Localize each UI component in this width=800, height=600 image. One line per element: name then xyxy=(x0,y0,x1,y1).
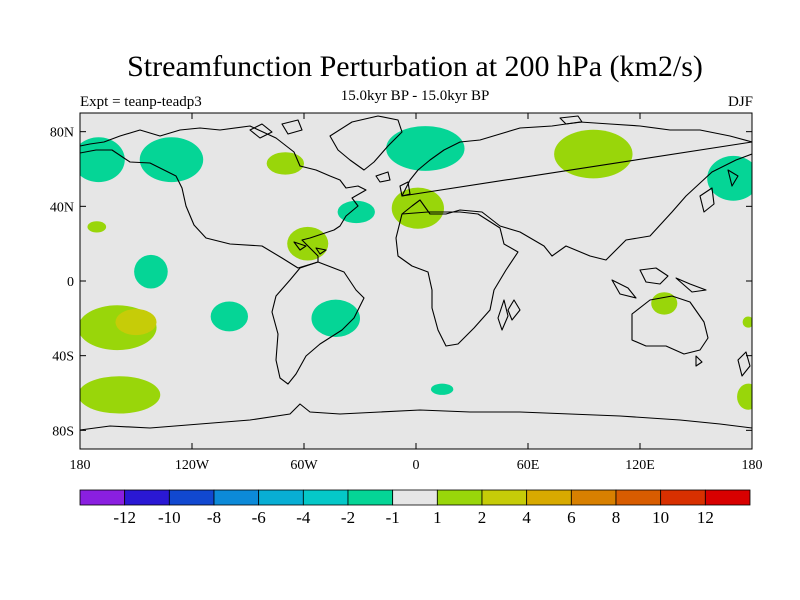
colorbar-label-1: -12 xyxy=(113,508,136,527)
colorbar-swatch-9 xyxy=(436,489,483,506)
anomaly-region-5 xyxy=(134,254,168,289)
x-tick-label-7: 180 xyxy=(742,458,763,473)
anomaly-region-4 xyxy=(87,221,107,233)
x-tick-label-1: 180 xyxy=(70,458,91,473)
colorbar-label-14: 12 xyxy=(697,508,714,527)
anomaly-region-3 xyxy=(139,137,204,183)
colorbar-label-11: 6 xyxy=(567,508,576,527)
colorbar-swatch-2 xyxy=(124,489,170,506)
y-tick-label-3: 0 xyxy=(67,275,74,290)
x-tick-label-5: 60E xyxy=(517,458,540,473)
anomaly-region-10 xyxy=(287,226,329,261)
axis-ticks: 180 120W 60W 0 60E 120E 180 80N 40N 0 40S 80S xyxy=(50,113,763,473)
anomaly-region-19 xyxy=(737,383,752,410)
colorbar-swatch-10 xyxy=(481,489,528,506)
anomaly-region-7 xyxy=(115,309,157,336)
x-tick-label-4: 0 xyxy=(413,458,420,473)
anomaly-region-16 xyxy=(554,129,633,179)
colorbar-swatch-8 xyxy=(392,489,438,506)
anomaly-region-15 xyxy=(386,126,465,171)
x-tick-label-6: 120E xyxy=(625,458,655,473)
anomaly-region-20 xyxy=(430,383,454,395)
colorbar-swatch-14 xyxy=(660,489,706,506)
anomaly-region-9 xyxy=(210,301,248,332)
anomaly-region-12 xyxy=(337,200,375,224)
y-tick-label-1: 80N xyxy=(50,126,74,141)
colorbar-swatch-7 xyxy=(347,489,394,506)
x-tick-label-2: 120W xyxy=(175,458,210,473)
coastlines xyxy=(80,115,752,431)
anomaly-region-14 xyxy=(391,187,444,229)
colorbar-swatch-4 xyxy=(213,489,260,506)
y-tick-label-2: 40N xyxy=(50,200,74,215)
colorbar-label-9: 2 xyxy=(478,508,487,527)
anomaly-region-13 xyxy=(311,299,360,338)
colorbar-swatch-11 xyxy=(526,489,572,506)
y-tick-label-5: 80S xyxy=(52,424,74,439)
colorbar-swatch-15 xyxy=(704,489,751,506)
anomaly-region-18 xyxy=(742,316,752,328)
anomaly-region-11 xyxy=(266,152,305,175)
colorbar-label-2: -10 xyxy=(158,508,181,527)
colorbar-swatch-3 xyxy=(168,489,215,506)
colorbar-swatch-5 xyxy=(258,489,304,506)
chart-subtitle: 15.0kyr BP - 15.0kyr BP xyxy=(340,88,490,104)
y-tick-label-4: 40S xyxy=(52,350,74,365)
x-tick-label-3: 60W xyxy=(290,458,318,473)
colorbar-label-12: 8 xyxy=(612,508,621,527)
anomaly-regions xyxy=(80,126,752,414)
anomaly-region-17 xyxy=(651,292,678,315)
anomaly-region-8 xyxy=(80,376,161,414)
experiment-label: Expt = teanp-teadp3 xyxy=(80,94,202,110)
chart-title: Streamfunction Perturbation at 200 hPa (… xyxy=(127,50,703,83)
season-label: DJF xyxy=(727,94,753,110)
colorbar-label-10: 4 xyxy=(522,508,531,527)
anomaly-region-1 xyxy=(80,137,125,183)
colorbar-label-3: -8 xyxy=(207,508,221,527)
colorbar-label-7: -1 xyxy=(386,508,400,527)
colorbar: -12 -10 -8 -6 -4 -2 -1 1 2 4 6 8 10 12 xyxy=(79,489,751,527)
colorbar-label-5: -4 xyxy=(296,508,311,527)
colorbar-label-8: 1 xyxy=(433,508,442,527)
colorbar-label-4: -6 xyxy=(252,508,266,527)
colorbar-swatch-6 xyxy=(302,489,349,506)
colorbar-label-13: 10 xyxy=(652,508,669,527)
colorbar-swatch-12 xyxy=(570,489,617,506)
colorbar-swatch-13 xyxy=(615,489,662,506)
colorbar-label-6: -2 xyxy=(341,508,355,527)
colorbar-swatch-1 xyxy=(79,489,126,506)
